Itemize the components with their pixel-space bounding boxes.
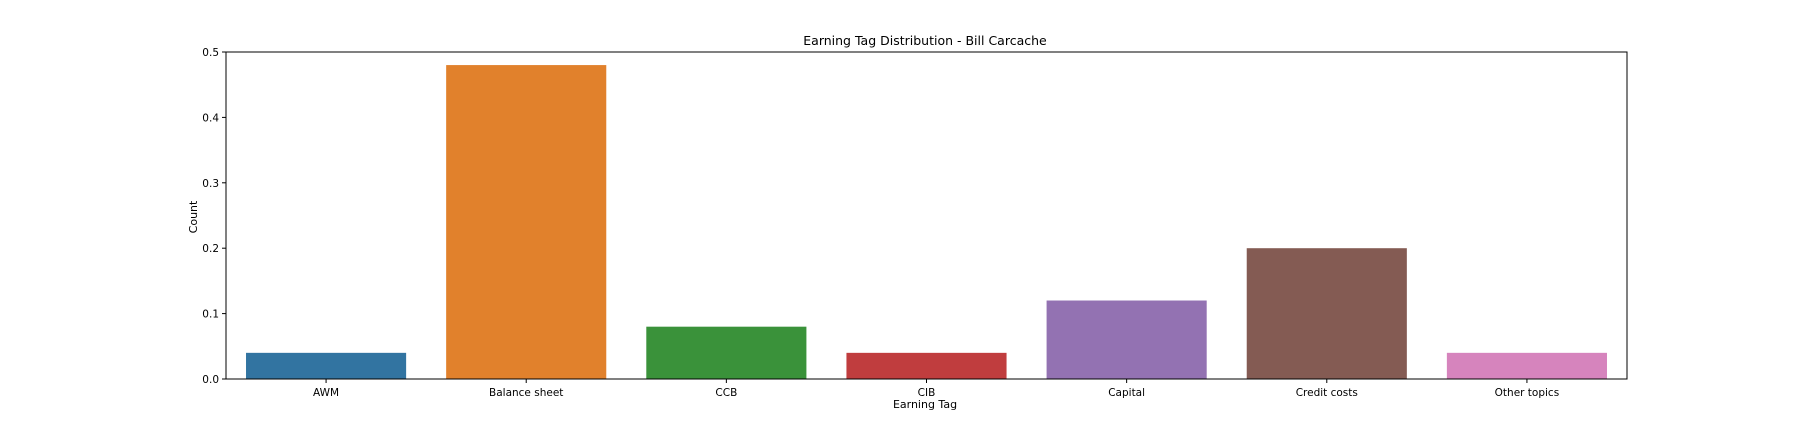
bar-credit-costs — [1246, 248, 1407, 379]
x-tick-label: CCB — [715, 387, 737, 399]
x-tick-label: Credit costs — [1296, 387, 1358, 399]
plot-frame — [225, 51, 1628, 380]
bar-awm — [246, 352, 407, 379]
x-tick-label: Balance sheet — [489, 387, 563, 399]
x-tick-label: Capital — [1108, 387, 1145, 399]
bar-capital — [1046, 300, 1207, 379]
y-tick-label: 0.1 — [202, 309, 219, 321]
x-axis: AWM Balance sheet CCB CIB Capital Credit cost… — [313, 379, 1559, 399]
bars-group — [246, 65, 1607, 379]
x-tick-label: Other topics — [1495, 387, 1560, 399]
chart-title: Earning Tag Distribution - Bill Carcache — [803, 33, 1047, 48]
y-tick-label: 0.4 — [202, 112, 219, 124]
y-axis: 0.0 0.1 0.2 0.3 0.4 0.5 — [202, 47, 226, 386]
y-axis-label: Count — [187, 200, 200, 233]
x-tick-label: AWM — [313, 387, 339, 399]
x-tick-label: CIB — [918, 387, 936, 399]
y-tick-label: 0.5 — [202, 47, 219, 59]
x-axis-label: Earning Tag — [893, 398, 957, 411]
bar-other-topics — [1446, 352, 1607, 379]
bar-ccb — [646, 326, 807, 379]
bar-balance-sheet — [446, 65, 607, 379]
y-tick-label: 0.2 — [202, 243, 219, 255]
y-tick-label: 0.3 — [202, 178, 219, 190]
bar-cib — [846, 352, 1007, 379]
y-tick-label: 0.0 — [202, 374, 219, 386]
